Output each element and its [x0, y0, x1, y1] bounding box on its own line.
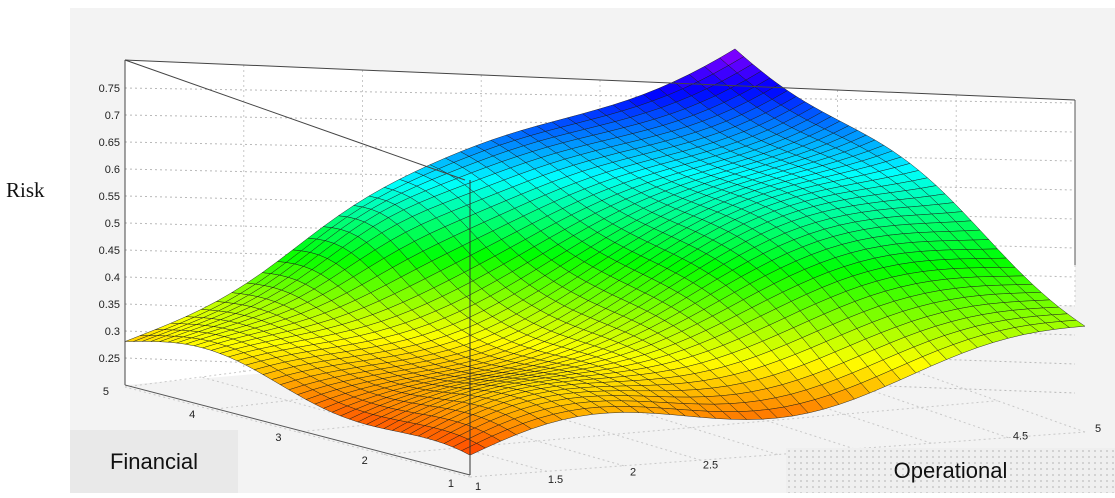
operational-tick-label: 2 [630, 467, 636, 479]
financial-tick-label: 3 [275, 432, 281, 444]
risk-surface [124, 48, 1086, 456]
operational-axis-label: Operational [786, 448, 1115, 493]
z-tick-label: 0.6 [105, 164, 120, 176]
financial-tick-label: 4 [189, 409, 195, 421]
operational-axis-ticks: 1 1.5 2 2.5 4.5 5 [475, 423, 1101, 493]
box-floor-left-edge [124, 384, 471, 476]
financial-tick-label: 1 [448, 478, 454, 490]
z-tick-label: 0.25 [99, 353, 120, 365]
z-tick-label: 0.75 [99, 83, 120, 95]
z-tick-label: 0.35 [99, 299, 120, 311]
financial-tick-label: 2 [362, 455, 368, 467]
z-tick-label: 0.3 [105, 326, 120, 338]
operational-tick-label: 5 [1095, 423, 1101, 435]
operational-tick-label: 4.5 [1013, 430, 1028, 442]
z-tick-label: 0.4 [105, 272, 120, 284]
surface-patch [1060, 319, 1086, 328]
z-axis-label: Risk [6, 178, 45, 202]
financial-tick-label: 5 [103, 386, 109, 398]
z-tick-label: 0.55 [99, 191, 120, 203]
operational-tick-label: 1.5 [548, 474, 563, 486]
operational-tick-label: 1 [475, 481, 481, 493]
financial-axis-ticks: 1 2 3 4 5 [103, 386, 454, 490]
z-tick-label: 0.5 [105, 218, 120, 230]
box-diagonal-edge [124, 59, 466, 181]
operational-tick-label: 2.5 [703, 459, 718, 471]
z-tick-label: 0.7 [105, 110, 120, 122]
financial-axis-label: Financial [70, 430, 238, 493]
z-tick-label: 0.45 [99, 245, 120, 257]
axis-box-lines [124, 59, 1076, 476]
floor-grid-line [506, 336, 855, 450]
z-tick-label: 0.65 [99, 137, 120, 149]
floor-grid-line [658, 316, 1009, 439]
z-axis-ticks: 0.25 0.3 0.35 0.4 0.45 0.5 0.55 0.6 0.65 0.7 0.75 [99, 83, 120, 365]
box-top-edge [124, 59, 1076, 101]
